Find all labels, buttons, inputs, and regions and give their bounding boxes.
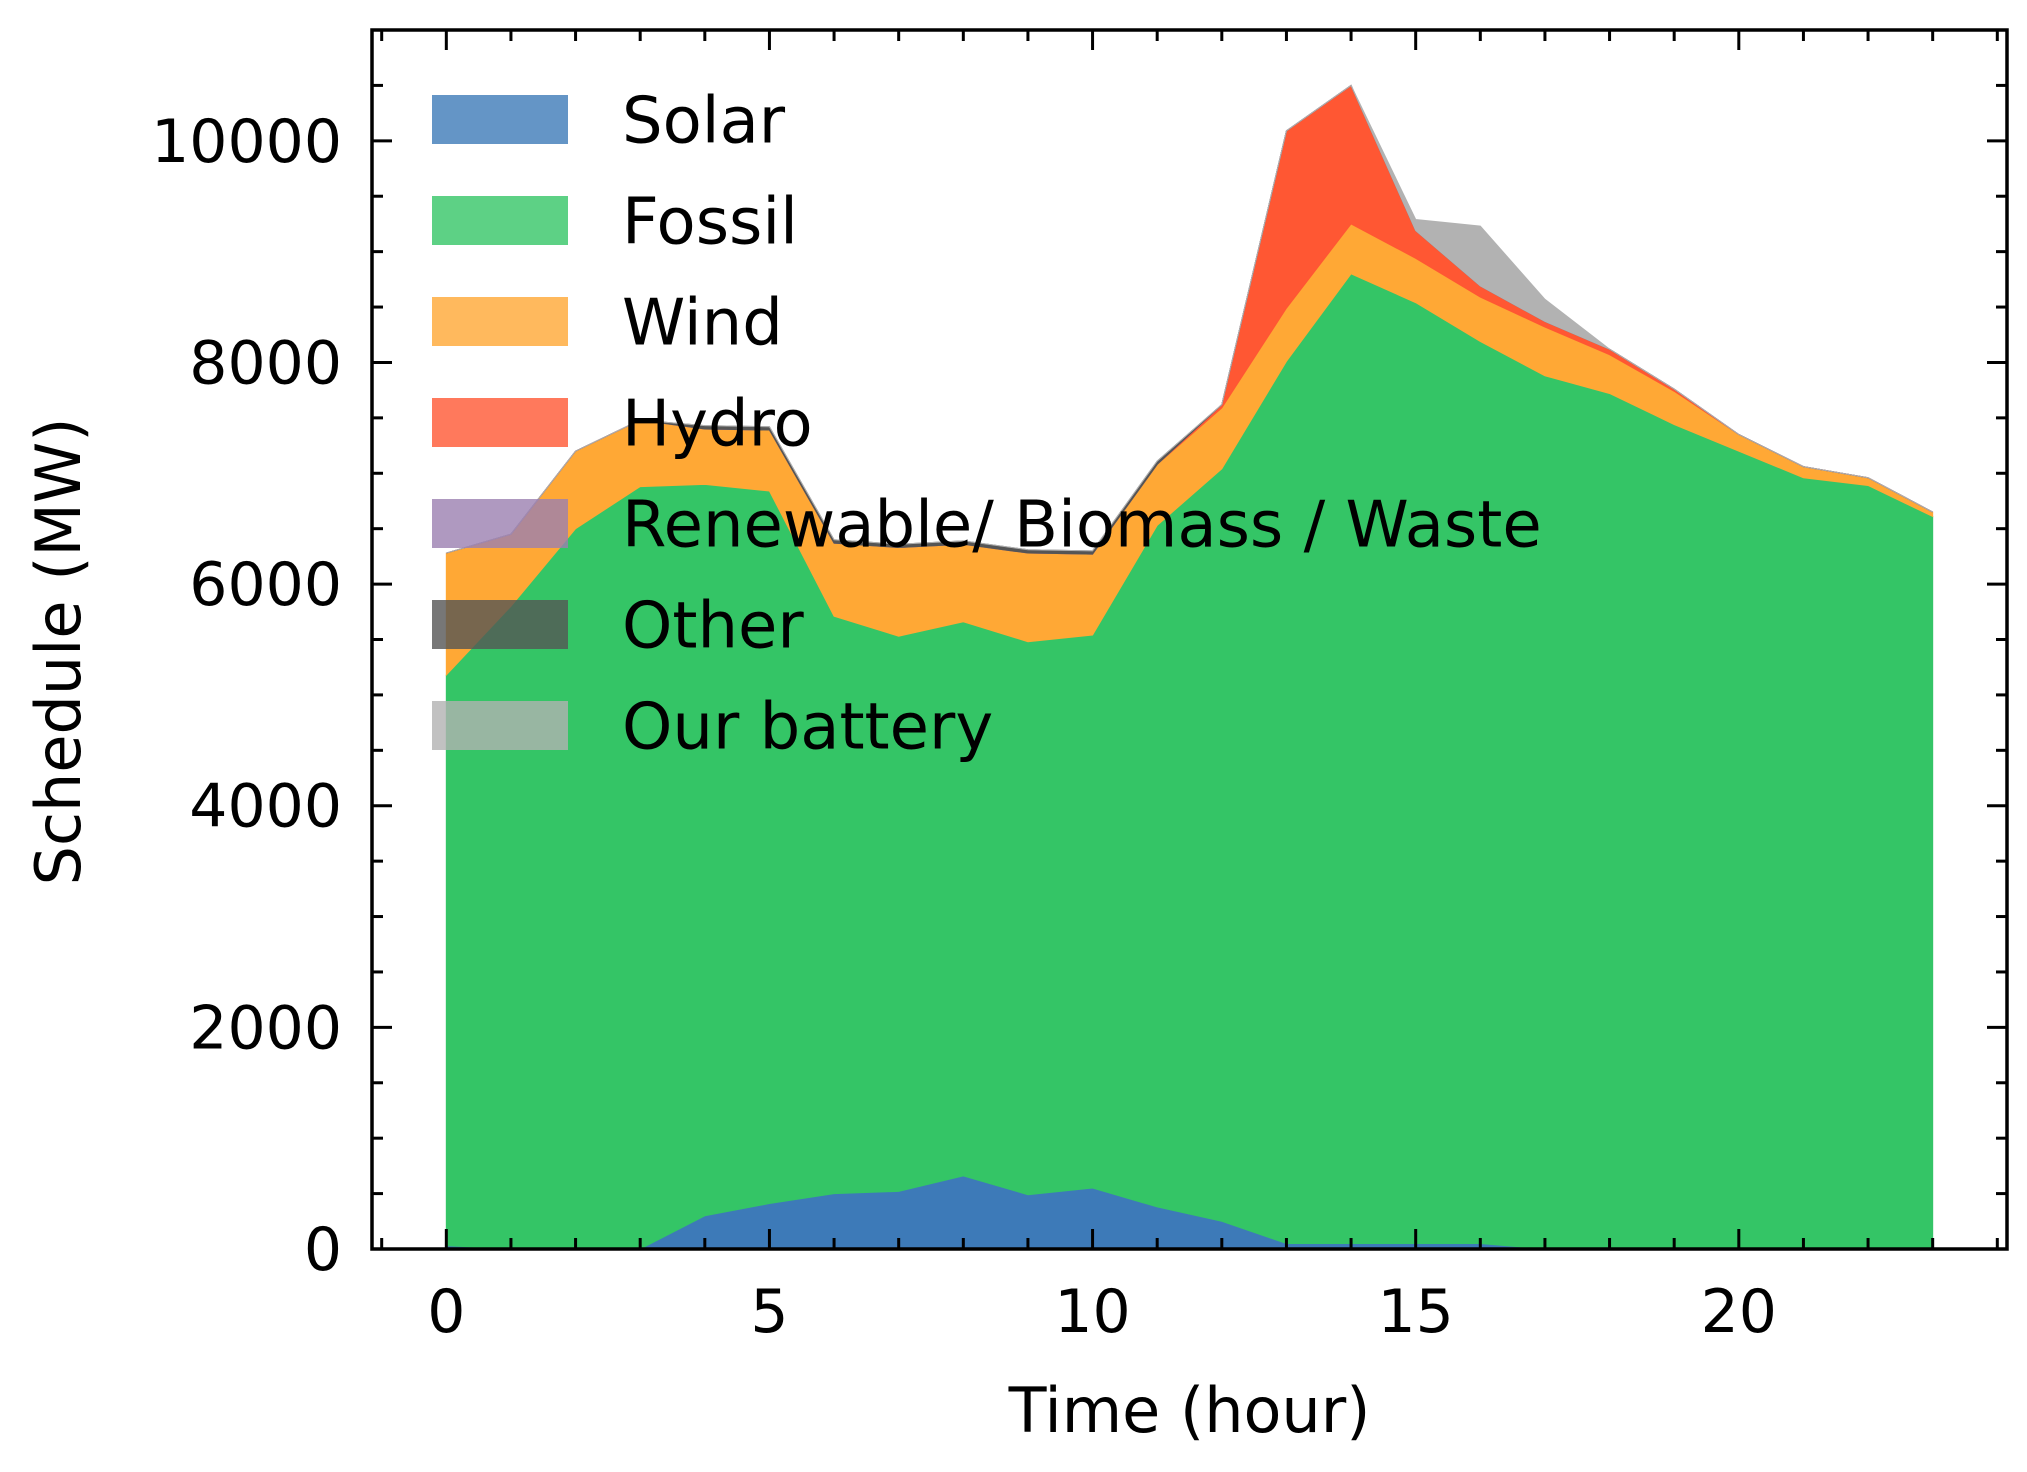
legend-label-other: Other [622,590,804,664]
y-tick-label: 2000 [189,993,342,1063]
x-axis-label: Time (hour) [1008,1374,1371,1447]
x-tick-label: 20 [1701,1277,1777,1347]
legend-label-solar: Solar [622,85,786,159]
y-tick-label: 6000 [189,550,342,620]
legend-swatch-renewable-biomass-waste [432,499,568,548]
plot-frame [370,28,2009,1251]
legend-swatch-other [432,600,568,649]
x-tick-label: 5 [750,1277,788,1347]
x-tick-label: 0 [427,1277,465,1347]
legend-label-fossil: Fossil [622,186,798,260]
legend-swatch-fossil [432,196,568,245]
tick-labels-layer: 0 5 10 15 20 0 2000 4000 6000 8000 10000 [151,107,1777,1347]
y-tick-label: 10000 [151,107,342,177]
legend-swatch-solar [432,95,568,144]
y-axis-label: Schedule (MW) [22,418,95,886]
legend-label-wind: Wind [622,287,783,361]
legend-label-renewable-biomass-waste: Renewable/ Biomass / Waste [622,489,1542,563]
x-tick-label: 10 [1054,1277,1130,1347]
legend-swatch-hydro [432,398,568,447]
y-tick-label: 4000 [189,772,342,842]
ticks-layer [372,30,2007,1251]
y-tick-label: 0 [304,1215,342,1285]
legend: Solar Fossil Wind Hydro Renewable/ Biomass /… [432,85,1542,765]
y-tick-label: 8000 [189,328,342,398]
legend-label-hydro: Hydro [622,388,813,462]
legend-label-our-battery: Our battery [622,691,993,765]
x-tick-label: 15 [1378,1277,1454,1347]
legend-swatch-our-battery [432,701,568,750]
legend-swatch-wind [432,297,568,346]
area-our-battery [446,84,1933,554]
areas-layer [445,84,1934,1250]
